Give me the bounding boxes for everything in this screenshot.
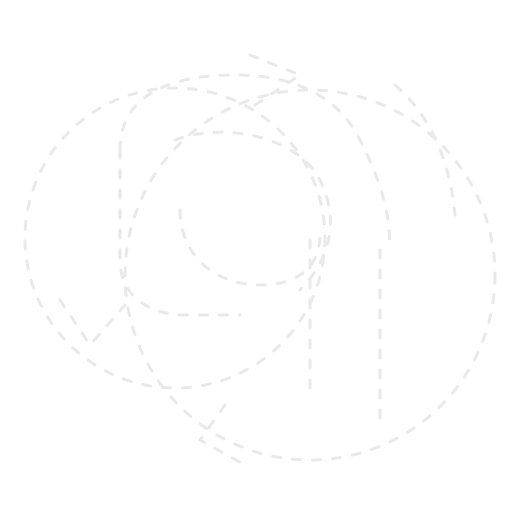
inner-loop-top [118, 73, 392, 252]
inner-loop-left [118, 148, 242, 317]
arrowhead-left [58, 298, 127, 347]
arrowhead-bottom [198, 403, 247, 467]
outer-ring-right [123, 88, 497, 462]
accent-stroke [393, 83, 457, 217]
inner-loop-mid [173, 130, 332, 292]
dashed-artwork [23, 53, 497, 467]
arrowhead-top [248, 53, 302, 107]
inner-loop-lower [178, 208, 322, 287]
outer-ring-left [23, 86, 327, 390]
